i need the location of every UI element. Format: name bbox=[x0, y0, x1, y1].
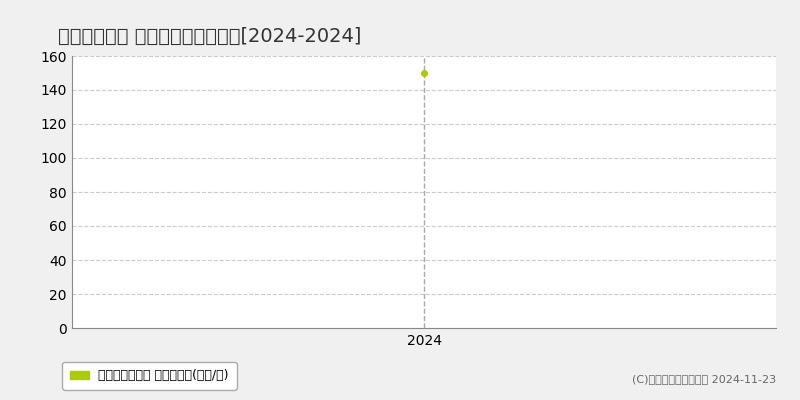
Text: (C)土地価格ドットコム 2024-11-23: (C)土地価格ドットコム 2024-11-23 bbox=[632, 374, 776, 384]
Legend: マンション価格 平均坪単価(万円/坪): マンション価格 平均坪単価(万円/坪) bbox=[62, 362, 237, 390]
Text: 糸満市西川町 マンション価格推移[2024-2024]: 糸満市西川町 マンション価格推移[2024-2024] bbox=[58, 27, 362, 46]
